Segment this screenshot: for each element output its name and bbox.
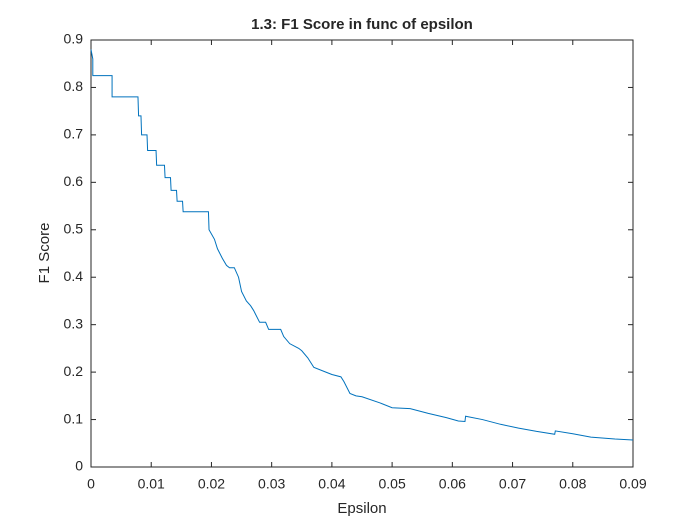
x-tick-label: 0.02: [198, 476, 225, 492]
y-tick-label: 0.3: [64, 315, 84, 331]
y-tick-label: 0.2: [64, 363, 84, 379]
y-tick-label: 0: [75, 458, 83, 474]
y-tick-label: 0.1: [64, 410, 84, 426]
x-tick-label: 0.09: [619, 476, 646, 492]
y-tick-label: 0.7: [64, 126, 84, 142]
y-tick-label: 0.4: [64, 268, 84, 284]
x-axis-label: Epsilon: [337, 500, 386, 517]
x-tick-label: 0: [87, 476, 95, 492]
x-tick-label: 0.08: [559, 476, 586, 492]
y-tick-label: 0.8: [64, 78, 84, 94]
data-line: [90, 49, 634, 441]
x-tick-label: 0.03: [258, 476, 285, 492]
y-tick-label: 0.9: [64, 31, 84, 47]
y-axis-label: F1 Score: [36, 223, 53, 284]
y-tick-label: 0.6: [64, 173, 84, 189]
x-tick-label: 0.04: [318, 476, 345, 492]
axes-box: [90, 39, 634, 468]
x-tick-label: 0.01: [138, 476, 165, 492]
x-tick-label: 0.07: [499, 476, 526, 492]
x-tick-label: 0.05: [378, 476, 405, 492]
y-tick-label: 0.5: [64, 220, 84, 236]
chart-title: 1.3: F1 Score in func of epsilon: [251, 16, 473, 33]
x-tick-label: 0.06: [439, 476, 466, 492]
